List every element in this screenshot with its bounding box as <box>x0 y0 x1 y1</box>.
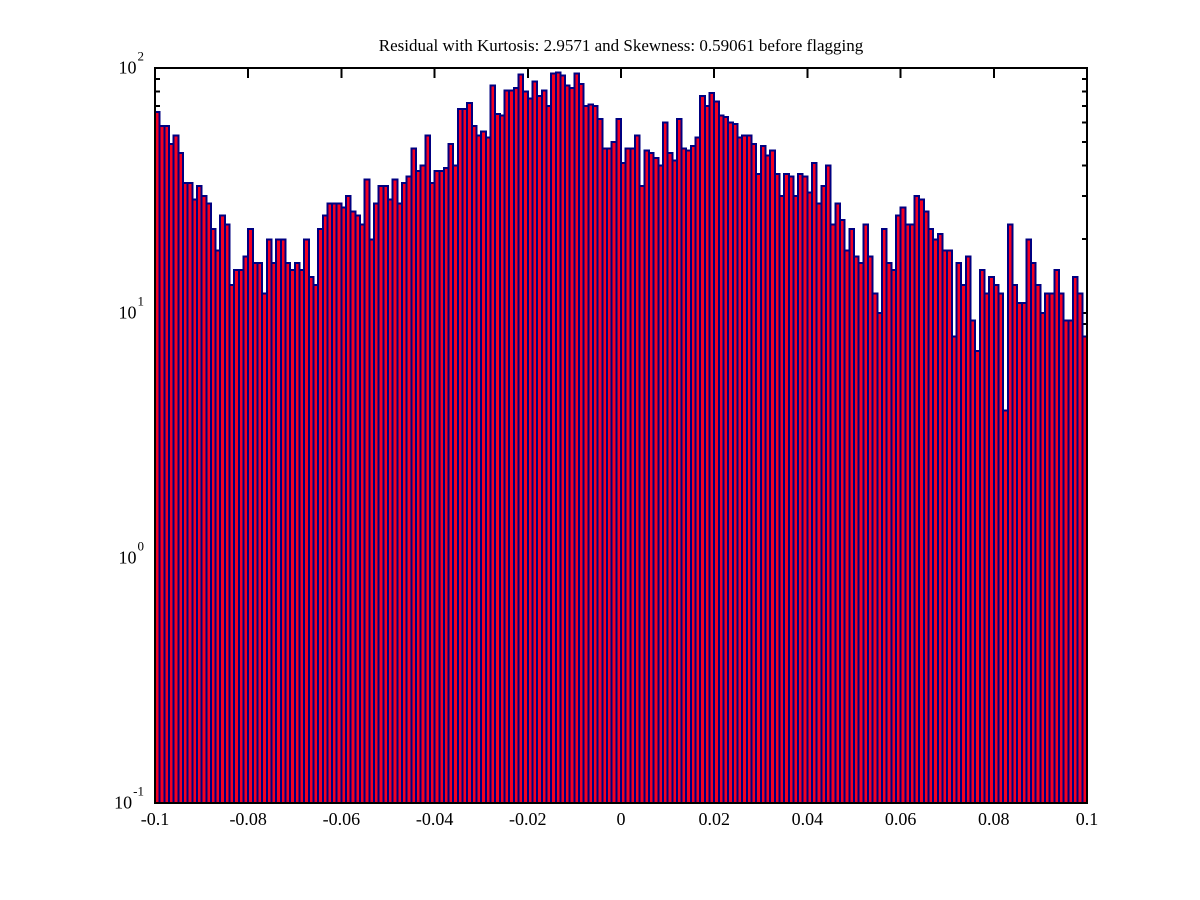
x-tick-label: 0 <box>616 809 626 829</box>
x-tick-label: 0.1 <box>1075 809 1099 829</box>
x-tick-label: 0.06 <box>884 809 917 829</box>
y-tick-exponent: -1 <box>133 783 144 799</box>
x-tick-label: -0.02 <box>509 809 547 829</box>
axis-box <box>154 67 1088 804</box>
y-tick-base: 10 <box>118 57 137 78</box>
x-tick-label: -0.1 <box>140 809 170 829</box>
y-tick-label: 102 <box>118 50 145 79</box>
y-tick-exponent: 1 <box>137 293 145 309</box>
y-tick-exponent: 2 <box>137 48 145 64</box>
y-tick-label: 10-1 <box>114 785 144 814</box>
x-tick-label: 0.04 <box>791 809 824 829</box>
y-tick-label: 101 <box>118 295 145 324</box>
chart-title: Residual with Kurtosis: 2.9571 and Skewn… <box>378 36 864 55</box>
y-tick-label: 100 <box>118 540 145 569</box>
x-tick-label: 0.02 <box>698 809 730 829</box>
y-tick-base: 10 <box>118 547 137 568</box>
y-tick-base: 10 <box>114 792 133 813</box>
bars-group <box>154 71 1088 805</box>
x-tick-label: 0.08 <box>978 809 1010 829</box>
y-tick-base: 10 <box>118 302 137 323</box>
x-tick-label: -0.08 <box>229 809 267 829</box>
x-tick-label: -0.06 <box>322 809 361 829</box>
x-tick-label: -0.04 <box>415 809 454 829</box>
y-tick-exponent: 0 <box>137 538 145 554</box>
